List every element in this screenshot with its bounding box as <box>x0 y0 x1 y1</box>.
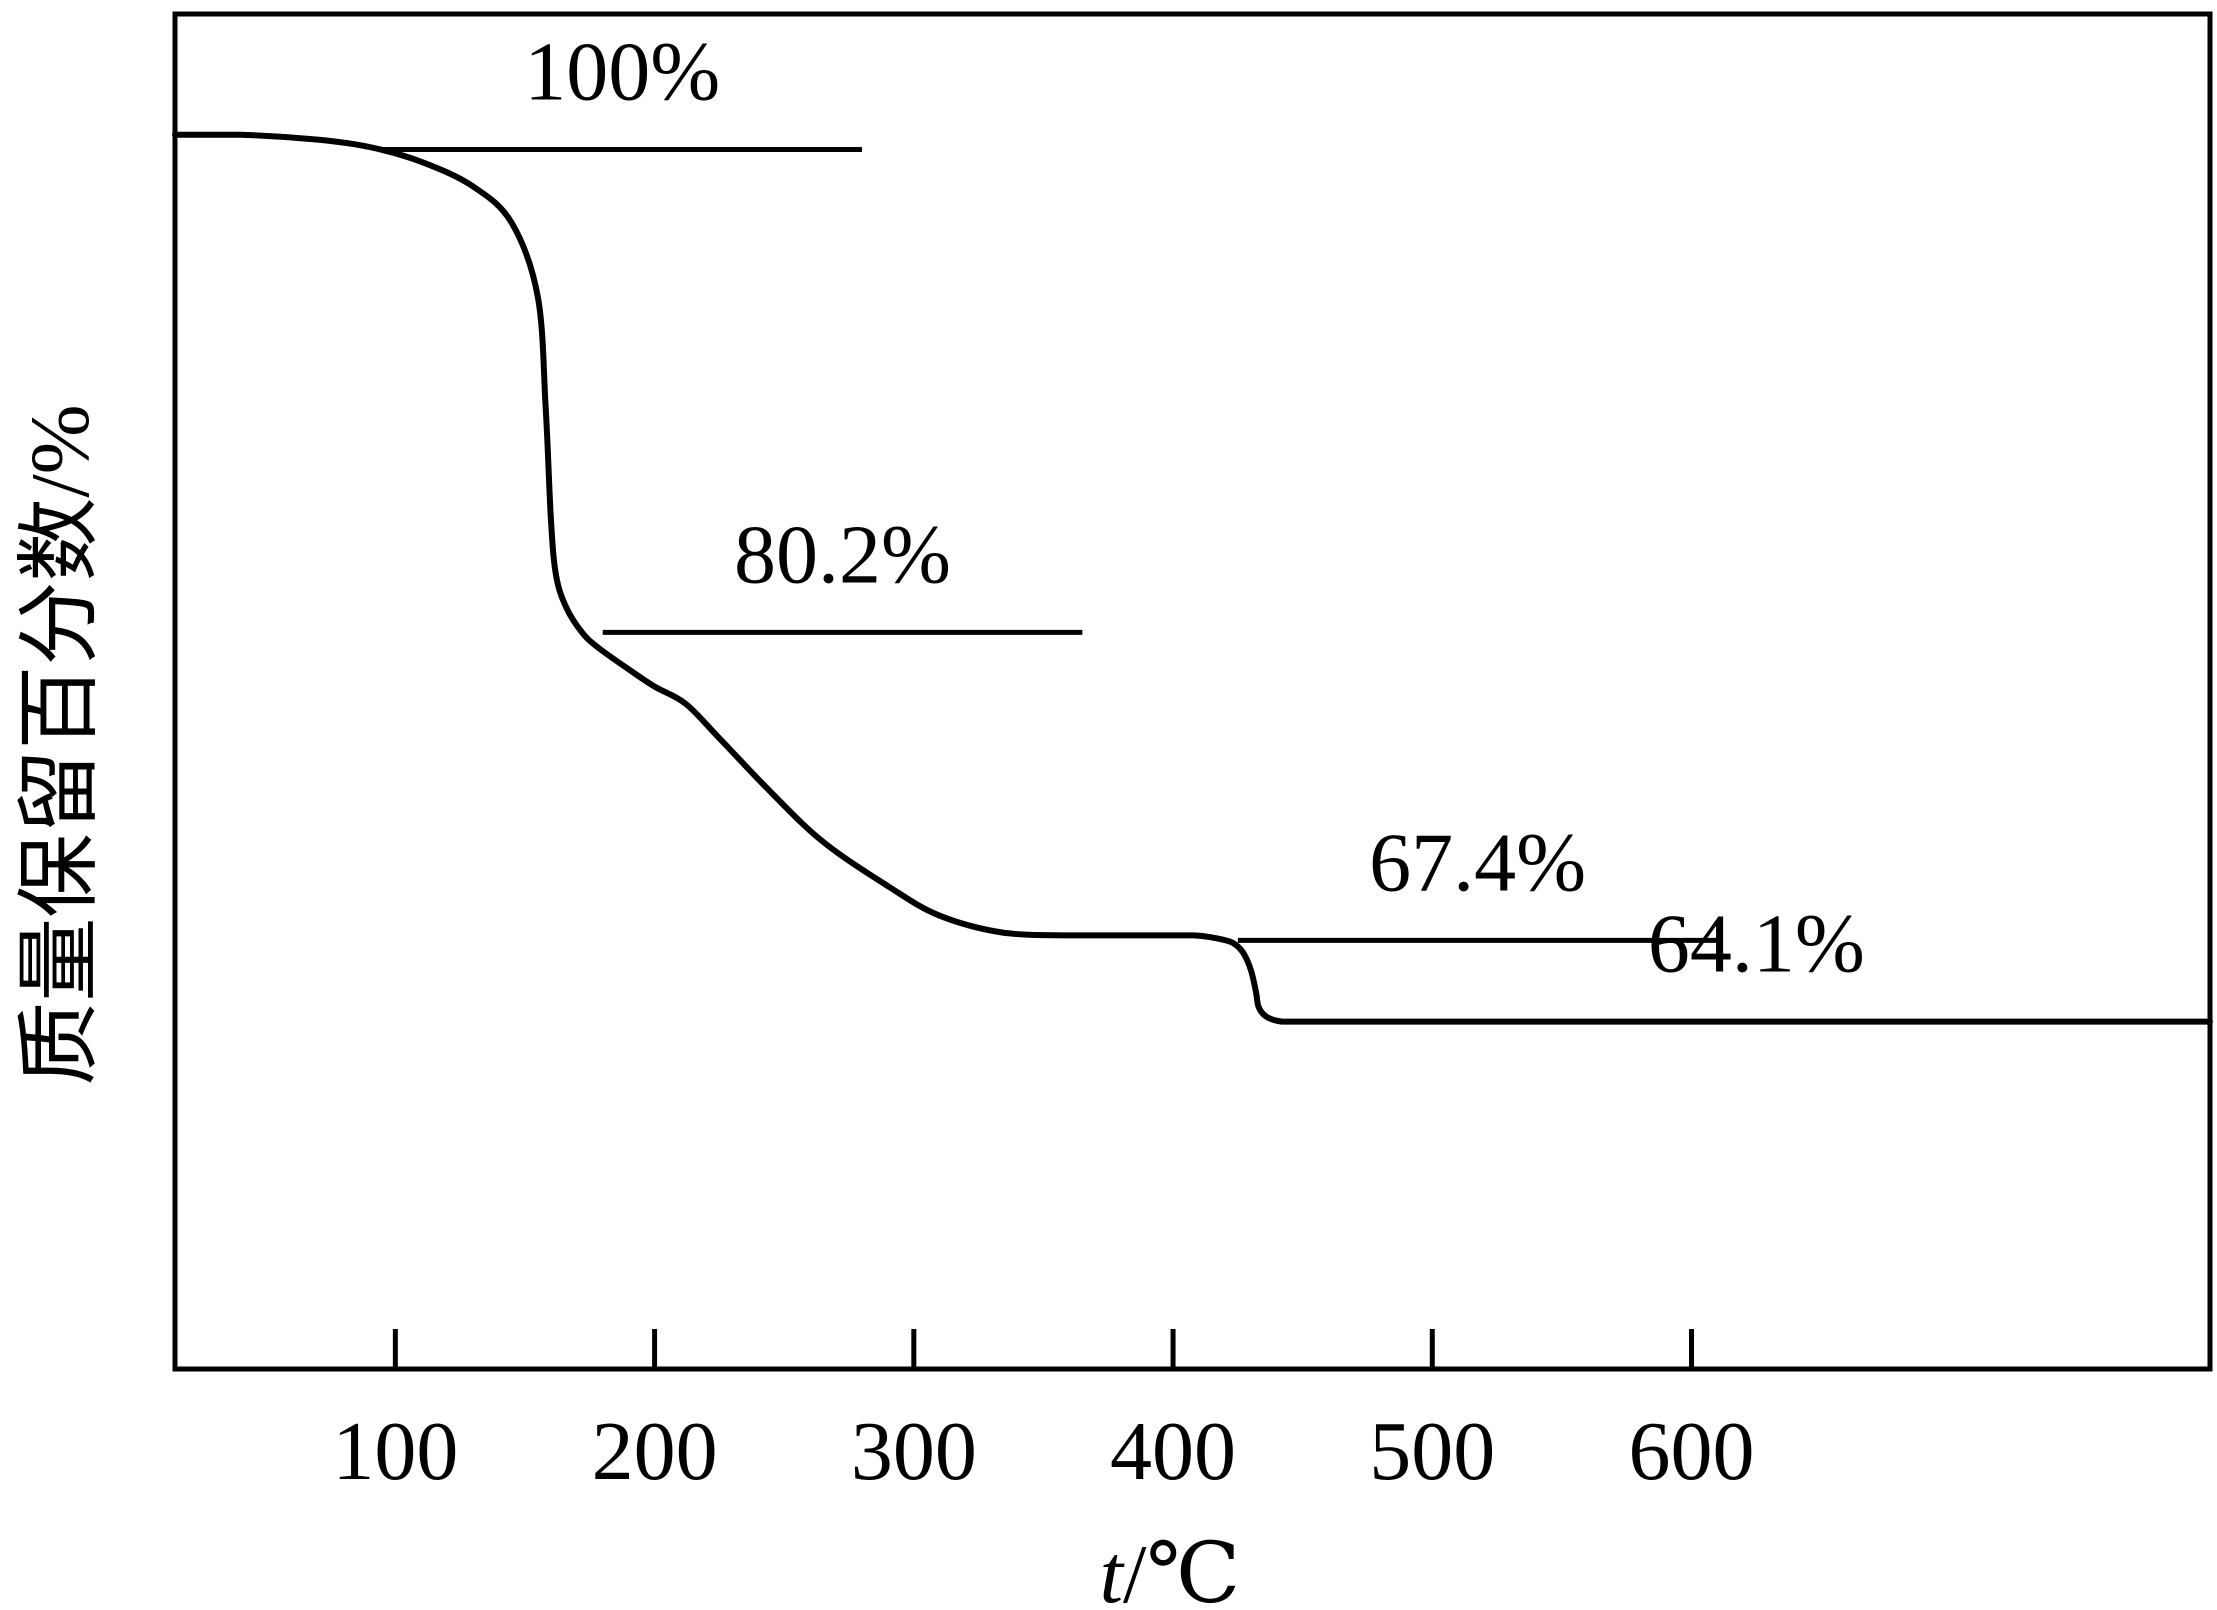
x-tick-label-100: 100 <box>332 1405 458 1498</box>
x-tick-label-200: 200 <box>592 1405 718 1498</box>
annotation-label-0: 100% <box>524 26 720 119</box>
y-axis-label: 质量保留百分数/% <box>14 404 107 1085</box>
x-tick-label-500: 500 <box>1369 1405 1495 1498</box>
x-tick-label-600: 600 <box>1629 1405 1755 1498</box>
annotation-lines <box>382 147 2210 1025</box>
annotation-label-1: 80.2% <box>734 508 951 601</box>
x-axis-label: t/℃ <box>1100 1528 1241 1610</box>
x-tick-label-300: 300 <box>851 1405 977 1498</box>
annotation-label-2: 67.4% <box>1369 816 1586 909</box>
annotation-labels: 100% 80.2% 67.4% 64.1% <box>524 26 1865 991</box>
annotation-label-3: 64.1% <box>1648 898 1865 991</box>
mass-retention-curve <box>172 131 2213 1025</box>
plot-frame <box>172 11 2213 1372</box>
x-ticks <box>392 1329 1695 1369</box>
x-axis-variable: t <box>1100 1528 1126 1610</box>
x-tick-label-400: 400 <box>1110 1405 1236 1498</box>
x-axis-unit: /℃ <box>1123 1528 1240 1610</box>
x-tick-labels: 100 200 300 400 500 600 <box>332 1405 1754 1498</box>
